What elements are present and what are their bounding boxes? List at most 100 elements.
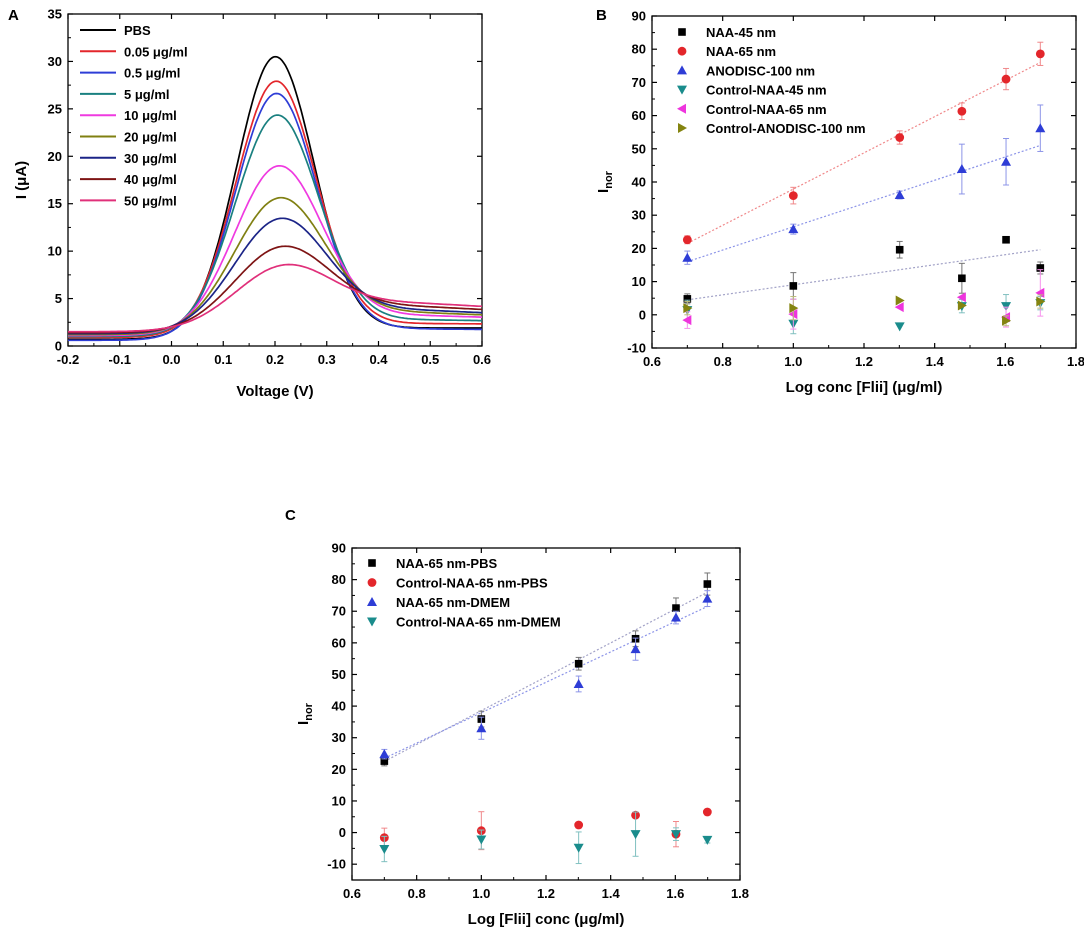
c-data-point bbox=[379, 749, 390, 759]
b-y-tick-label: -10 bbox=[627, 341, 646, 356]
c-y-tick-label: 20 bbox=[332, 762, 346, 777]
a-series-line bbox=[68, 164, 482, 337]
panel-b-letter: B bbox=[596, 7, 607, 24]
a-x-tick-label: 0.2 bbox=[266, 352, 284, 367]
b-data-point bbox=[789, 303, 799, 314]
b-legend-label: Control-ANODISC-100 nm bbox=[706, 121, 866, 136]
a-y-tick-label: 35 bbox=[48, 7, 62, 22]
b-x-tick-label: 1.2 bbox=[855, 354, 873, 369]
b-data-point bbox=[894, 322, 905, 332]
b-y-axis-label: Inor bbox=[595, 170, 615, 193]
c-data-point bbox=[476, 723, 487, 733]
c-y-tick-label: 60 bbox=[332, 635, 346, 650]
b-data-point bbox=[1002, 235, 1010, 244]
c-data-point bbox=[630, 830, 641, 840]
b-y-tick-label: 30 bbox=[632, 208, 646, 223]
b-data-point bbox=[683, 303, 693, 314]
b-legend-label: ANODISC-100 nm bbox=[706, 63, 815, 78]
a-legend-label: 0.05 μg/ml bbox=[124, 44, 188, 59]
c-legend-label: NAA-65 nm-DMEM bbox=[396, 595, 510, 610]
b-data-point bbox=[1036, 264, 1045, 272]
b-x-tick-label: 1.0 bbox=[784, 354, 802, 369]
c-x-tick-label: 1.6 bbox=[666, 886, 684, 901]
c-data-point bbox=[573, 843, 584, 853]
b-data-point bbox=[1001, 74, 1011, 84]
b-y-axis-label-subscript: nor bbox=[603, 170, 615, 188]
b-data-point bbox=[682, 252, 693, 262]
a-series-line bbox=[68, 196, 483, 336]
b-y-tick-label: 60 bbox=[632, 108, 646, 123]
c-legend-marker bbox=[368, 559, 376, 567]
c-fit-line bbox=[384, 605, 708, 759]
c-legend-label: Control-NAA-65 nm-DMEM bbox=[396, 615, 561, 630]
b-data-point bbox=[895, 133, 905, 142]
panel-a-chart: A -0.2 -0.1 0.0 0.1 0.2 0.3 0.4 0.5 0.6 0 5 10 15 20 2… bbox=[8, 7, 491, 401]
a-x-tick-label: 0.1 bbox=[214, 352, 232, 367]
a-y-axis-label: I (μA) bbox=[13, 161, 30, 199]
a-series-line bbox=[68, 114, 482, 338]
c-y-tick-label: 30 bbox=[332, 730, 346, 745]
b-data-point bbox=[958, 274, 966, 283]
panel-a-letter: A bbox=[8, 7, 19, 24]
c-y-tick-label: 10 bbox=[332, 793, 346, 808]
b-data-point bbox=[1035, 49, 1045, 59]
a-y-tick-label: 30 bbox=[48, 54, 62, 69]
a-legend-label: 20 μg/ml bbox=[124, 130, 177, 145]
b-data-point bbox=[1035, 287, 1045, 298]
b-data-point bbox=[1036, 296, 1046, 307]
b-legend-label: Control-NAA-65 nm bbox=[706, 102, 827, 117]
b-data-point bbox=[895, 245, 904, 254]
c-data-point bbox=[670, 830, 681, 840]
b-data-point bbox=[956, 164, 967, 174]
c-data-point bbox=[672, 604, 680, 612]
b-legend-marker bbox=[677, 46, 687, 56]
b-x-axis-label: Log conc [Flii] (μg/ml) bbox=[786, 379, 943, 396]
c-data-point bbox=[574, 820, 584, 830]
b-legend-label: NAA-45 nm bbox=[706, 25, 776, 40]
b-fit-line bbox=[687, 144, 1041, 263]
b-fit-line bbox=[687, 249, 1041, 301]
b-y-tick-label: 90 bbox=[632, 9, 646, 24]
b-x-tick-label: 1.6 bbox=[996, 354, 1014, 369]
c-y-tick-label: 70 bbox=[332, 604, 346, 619]
a-x-tick-label: 0.4 bbox=[369, 352, 388, 367]
b-legend-marker bbox=[677, 65, 687, 75]
c-y-tick-label: 0 bbox=[339, 825, 346, 840]
b-data-point bbox=[1035, 123, 1046, 133]
c-data-point bbox=[702, 835, 713, 845]
c-y-tick-label: -10 bbox=[327, 857, 346, 872]
b-data-point bbox=[1002, 315, 1012, 326]
b-x-tick-label: 1.4 bbox=[926, 354, 945, 369]
b-y-tick-label: 70 bbox=[632, 75, 646, 90]
a-legend-label: 0.5 μg/ml bbox=[124, 66, 180, 81]
c-data-point bbox=[702, 593, 713, 603]
b-legend-label: Control-NAA-45 nm bbox=[706, 83, 827, 98]
b-y-tick-label: 10 bbox=[632, 274, 646, 289]
c-x-tick-label: 1.4 bbox=[602, 886, 621, 901]
c-y-axis-label-subscript: nor bbox=[303, 702, 315, 720]
b-y-tick-label: 40 bbox=[632, 175, 646, 190]
c-data-point bbox=[573, 678, 584, 688]
b-x-tick-label: 1.8 bbox=[1067, 354, 1084, 369]
a-y-tick-label: 15 bbox=[48, 196, 62, 211]
b-data-point bbox=[682, 315, 692, 326]
b-x-tick-label: 0.8 bbox=[714, 354, 732, 369]
b-legend-marker bbox=[678, 28, 686, 36]
c-x-tick-label: 1.2 bbox=[537, 886, 555, 901]
a-x-tick-label: 0.0 bbox=[162, 352, 180, 367]
c-data-point bbox=[574, 659, 583, 668]
a-legend-label: 40 μg/ml bbox=[124, 172, 177, 187]
a-series-line bbox=[68, 80, 482, 339]
a-legend-label: 50 μg/ml bbox=[124, 193, 177, 208]
a-y-tick-label: 5 bbox=[55, 291, 62, 306]
c-x-tick-label: 0.6 bbox=[343, 886, 361, 901]
c-y-tick-label: 40 bbox=[332, 699, 346, 714]
panel-c-letter: C bbox=[285, 507, 296, 524]
a-legend-label: 5 μg/ml bbox=[124, 87, 170, 102]
b-data-point bbox=[894, 302, 904, 313]
b-y-tick-label: 50 bbox=[632, 141, 646, 156]
b-x-tick-label: 0.6 bbox=[643, 354, 661, 369]
c-x-tick-label: 1.8 bbox=[731, 886, 749, 901]
panel-b-chart: B 0.6 0.8 1.0 1.2 1.4 1.6 1.8 -10 0 10 20 30 40 50 60 7… bbox=[595, 7, 1084, 396]
